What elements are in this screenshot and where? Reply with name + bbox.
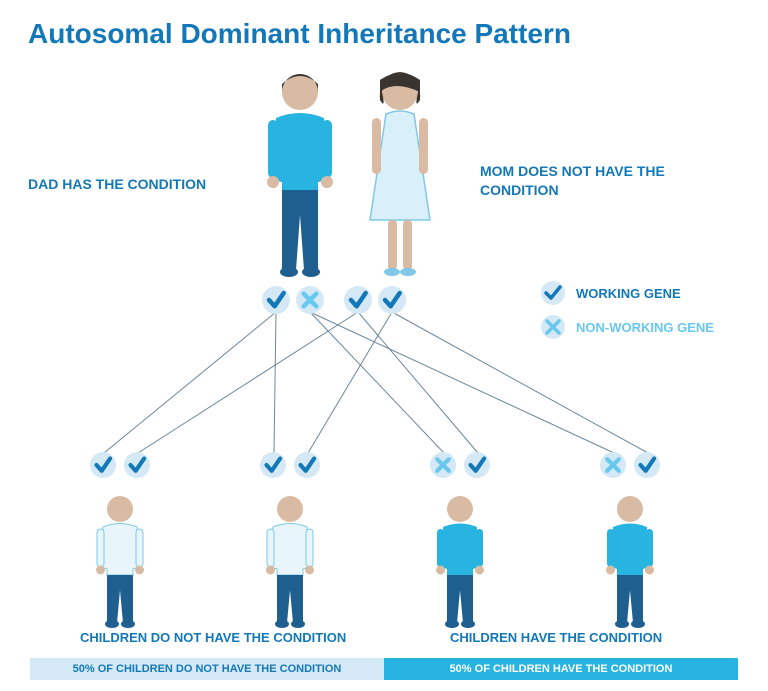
stat-bar-right: 50% OF CHILDREN HAVE THE CONDITION: [384, 658, 738, 680]
children-have-condition-label: CHILDREN HAVE THE CONDITION: [450, 630, 662, 645]
legend-working: WORKING GENE: [540, 280, 714, 306]
legend: WORKING GENE NON-WORKING GENE: [540, 280, 714, 348]
children-no-condition-label: CHILDREN DO NOT HAVE THE CONDITION: [80, 630, 346, 645]
legend-nonworking: NON-WORKING GENE: [540, 314, 714, 340]
legend-working-label: WORKING GENE: [576, 286, 681, 301]
stat-bar-left: 50% OF CHILDREN DO NOT HAVE THE CONDITIO…: [30, 658, 384, 680]
x-icon: [540, 314, 566, 340]
check-icon: [540, 280, 566, 306]
legend-nonworking-label: NON-WORKING GENE: [576, 320, 714, 335]
